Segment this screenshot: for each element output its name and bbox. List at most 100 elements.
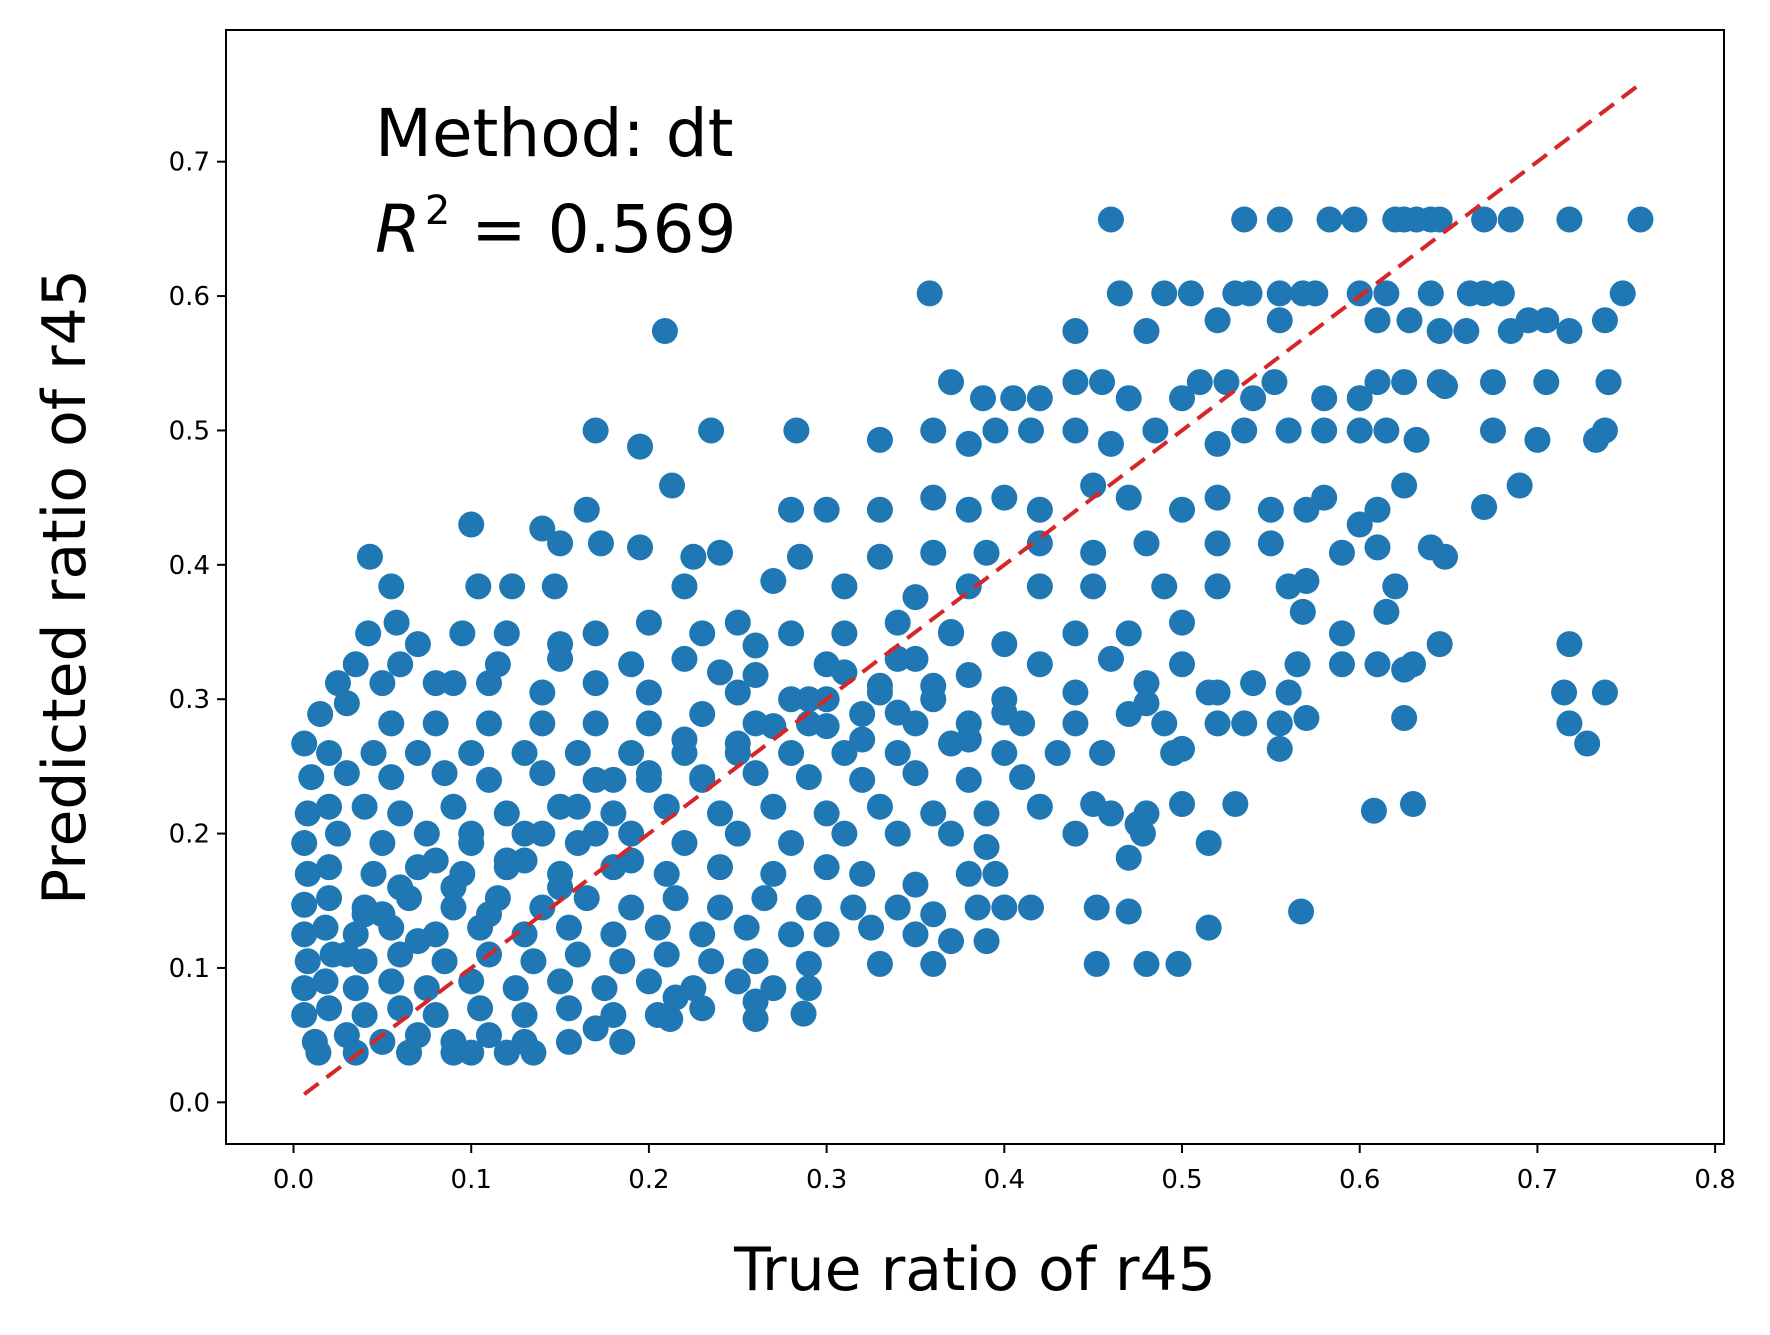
data-point <box>1497 206 1524 233</box>
data-point <box>1591 307 1618 334</box>
data-point <box>1026 530 1053 557</box>
data-point <box>396 1039 423 1066</box>
data-point <box>955 496 982 523</box>
data-point <box>964 894 991 921</box>
data-point <box>609 948 636 975</box>
data-point <box>1115 700 1142 727</box>
data-point <box>657 1006 684 1033</box>
data-point <box>1609 280 1636 307</box>
data-point <box>1346 511 1373 538</box>
data-point <box>1236 280 1263 307</box>
data-point <box>1231 710 1258 737</box>
data-point <box>449 620 476 647</box>
data-point <box>1311 484 1338 511</box>
data-point <box>520 1039 547 1066</box>
data-point <box>644 914 671 941</box>
data-point <box>1213 369 1240 396</box>
data-point <box>1288 898 1315 925</box>
y-tick-label: 0.7 <box>169 148 210 178</box>
data-point <box>1289 598 1316 625</box>
data-point <box>1373 280 1400 307</box>
data-point <box>475 766 502 793</box>
data-point <box>742 1006 769 1033</box>
data-point <box>600 1001 627 1028</box>
x-tick-label: 0.0 <box>273 1165 314 1195</box>
data-point <box>1062 710 1089 737</box>
annotation-method: Method: dt <box>375 95 734 172</box>
data-point <box>1097 206 1124 233</box>
data-point <box>866 543 893 570</box>
data-point <box>378 573 405 600</box>
data-point <box>1591 679 1618 706</box>
data-point <box>1266 307 1293 334</box>
data-point <box>324 670 351 697</box>
data-point <box>541 573 568 600</box>
data-point <box>991 631 1018 658</box>
y-axis-ticks: 0.0 0.1 0.2 0.3 0.4 0.5 0.6 0.7 <box>169 148 226 1118</box>
data-point <box>360 739 387 766</box>
data-point <box>404 631 431 658</box>
data-point <box>369 670 396 697</box>
data-point <box>1169 791 1196 818</box>
data-point <box>1017 417 1044 444</box>
data-point <box>502 975 529 1002</box>
data-point <box>1195 829 1222 856</box>
data-point <box>1346 385 1373 412</box>
data-point <box>760 975 787 1002</box>
data-point <box>458 968 485 995</box>
data-point <box>1044 739 1071 766</box>
data-point <box>635 710 662 737</box>
data-point <box>778 686 805 713</box>
data-point <box>1026 573 1053 600</box>
data-point <box>1426 206 1453 233</box>
data-point <box>1089 369 1116 396</box>
data-point <box>1115 484 1142 511</box>
data-point <box>1062 369 1089 396</box>
data-point <box>760 567 787 594</box>
x-tick-label: 0.4 <box>984 1165 1025 1195</box>
data-point <box>1129 820 1156 847</box>
data-point <box>511 847 538 874</box>
data-point <box>689 766 716 793</box>
data-point <box>333 941 360 968</box>
data-point <box>547 530 574 557</box>
data-point <box>778 921 805 948</box>
data-point <box>1627 206 1654 233</box>
data-point <box>431 948 458 975</box>
data-point <box>671 645 698 672</box>
data-point <box>493 1039 520 1066</box>
data-point <box>1391 656 1418 683</box>
data-point <box>1426 318 1453 345</box>
data-point <box>355 620 382 647</box>
data-point <box>298 764 325 791</box>
data-point <box>742 662 769 689</box>
data-point <box>1293 705 1320 732</box>
data-point <box>858 914 885 941</box>
data-point <box>1000 385 1027 412</box>
data-point <box>1432 543 1459 570</box>
data-point <box>866 950 893 977</box>
data-point <box>955 726 982 753</box>
data-point <box>587 530 614 557</box>
data-point <box>635 679 662 706</box>
data-point <box>1515 307 1542 334</box>
data-point <box>316 885 343 912</box>
data-point <box>1328 620 1355 647</box>
x-tick-label: 0.7 <box>1517 1165 1558 1195</box>
data-point <box>689 995 716 1022</box>
data-point <box>991 699 1018 726</box>
data-point <box>707 854 734 881</box>
data-point <box>387 995 414 1022</box>
data-point <box>1506 472 1533 499</box>
data-point <box>582 1015 609 1042</box>
data-point <box>659 472 686 499</box>
data-point <box>1364 651 1391 678</box>
data-point <box>413 975 440 1002</box>
data-point <box>511 739 538 766</box>
data-point <box>294 860 321 887</box>
data-point <box>511 820 538 847</box>
data-point <box>1083 950 1110 977</box>
data-point <box>760 860 787 887</box>
data-point <box>1417 280 1444 307</box>
data-point <box>1133 670 1160 697</box>
